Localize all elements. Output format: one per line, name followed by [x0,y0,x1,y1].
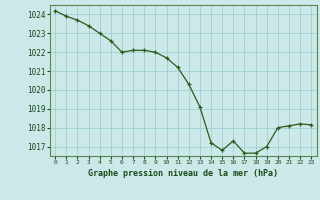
X-axis label: Graphe pression niveau de la mer (hPa): Graphe pression niveau de la mer (hPa) [88,169,278,178]
